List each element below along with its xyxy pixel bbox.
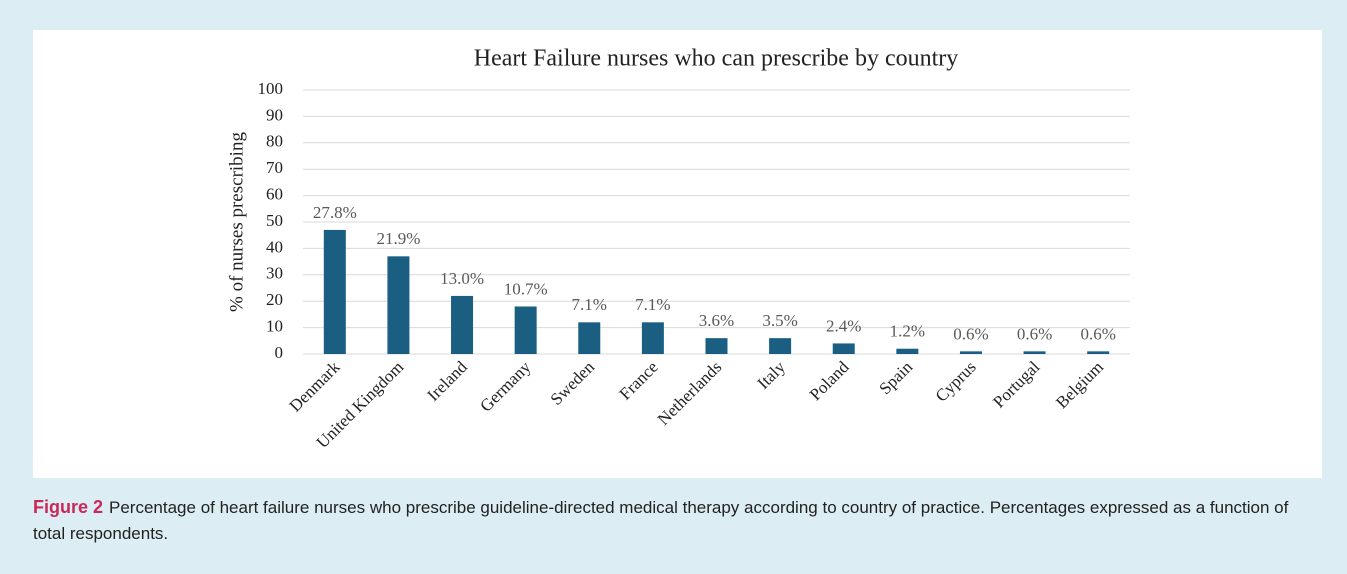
x-tick-label: Cyprus — [932, 357, 980, 405]
data-label: 13.0% — [440, 269, 484, 288]
x-tick-label: Denmark — [285, 357, 344, 416]
bar — [896, 348, 919, 354]
y-tick-label: 40 — [266, 237, 283, 256]
data-label: 0.6% — [953, 324, 988, 343]
x-tick-label: Netherlands — [654, 357, 726, 429]
x-tick-label: Italy — [753, 357, 789, 393]
y-tick-label: 50 — [266, 211, 283, 230]
bar — [959, 351, 982, 354]
data-label: 2.4% — [826, 316, 861, 335]
data-label: 21.9% — [376, 229, 420, 248]
data-label: 0.6% — [1080, 324, 1115, 343]
x-tick-label: Portugal — [989, 357, 1043, 411]
data-label: 1.2% — [890, 322, 925, 341]
y-tick-label: 80 — [266, 132, 283, 151]
bar — [832, 343, 855, 354]
y-tick-label: 90 — [266, 105, 283, 124]
caption-text: Percentage of heart failure nurses who p… — [33, 498, 1289, 543]
bar — [578, 322, 601, 354]
bar — [387, 256, 410, 354]
x-tick-label: Ireland — [423, 357, 471, 405]
y-tick-label: 60 — [266, 185, 283, 204]
data-label: 10.7% — [504, 279, 548, 298]
data-label: 27.8% — [313, 203, 357, 222]
bar — [323, 229, 346, 354]
data-label: 3.6% — [699, 311, 734, 330]
data-label: 3.5% — [762, 311, 797, 330]
bar — [705, 338, 728, 354]
data-label: 7.1% — [572, 295, 607, 314]
y-axis-label: % of nurses prescribing — [226, 132, 247, 312]
bar — [514, 306, 537, 354]
x-tick-label: Germany — [476, 357, 535, 416]
data-label: 0.6% — [1017, 324, 1052, 343]
x-tick-label: Spain — [875, 357, 916, 398]
y-tick-label: 10 — [266, 317, 283, 336]
bar — [1023, 351, 1046, 354]
data-label: 7.1% — [635, 295, 670, 314]
chart: Heart Failure nurses who can prescribe b… — [33, 30, 1322, 478]
y-tick-label: 30 — [266, 264, 283, 283]
y-tick-label: 0 — [275, 343, 284, 362]
bar — [1087, 351, 1110, 354]
x-tick-label: Belgium — [1052, 357, 1107, 412]
x-tick-label: Poland — [806, 357, 853, 404]
x-tick-label: Sweden — [547, 357, 599, 409]
y-tick-label: 100 — [258, 79, 284, 98]
x-tick-label: France — [616, 357, 662, 403]
bar — [451, 295, 474, 354]
y-tick-label: 70 — [266, 158, 283, 177]
bar — [769, 338, 792, 354]
chart-title: Heart Failure nurses who can prescribe b… — [474, 46, 959, 72]
bar — [641, 322, 664, 354]
caption: Figure 2 Percentage of heart failure nurs… — [33, 494, 1323, 547]
y-tick-label: 20 — [266, 290, 283, 309]
caption-label: Figure 2 — [33, 497, 104, 517]
